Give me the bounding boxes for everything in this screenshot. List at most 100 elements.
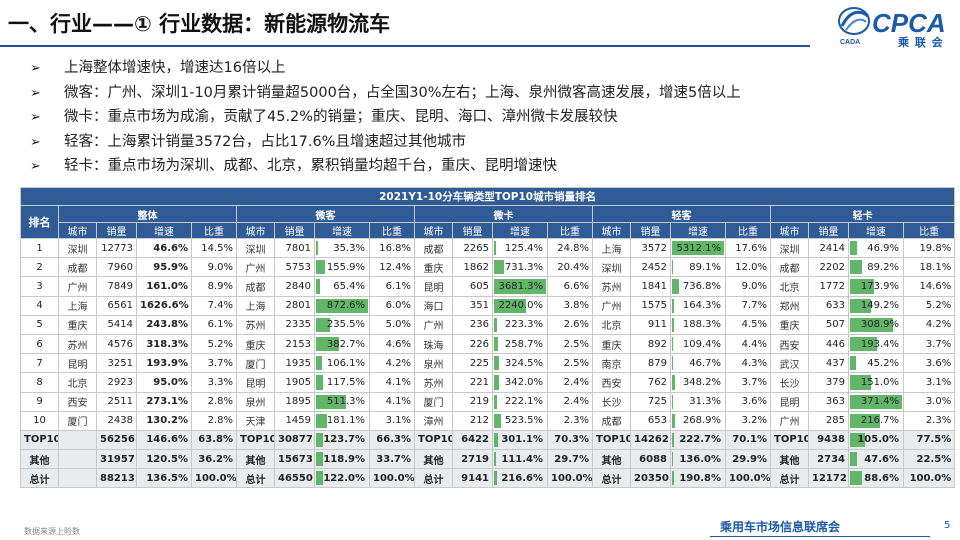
share-cell: 66.3%: [369, 429, 415, 451]
city-cell: TOP10: [236, 429, 275, 451]
share-cell: 29.9%: [725, 449, 771, 470]
city-cell: 上海: [592, 237, 631, 259]
city-cell: 昆明: [236, 372, 275, 393]
group-header: 整体: [58, 205, 237, 223]
column-header: 城市: [770, 222, 809, 239]
share-cell: 2.5%: [547, 353, 593, 374]
city-cell: 北京: [592, 314, 631, 335]
sales-cell: 88213: [96, 468, 137, 489]
growth-bar: [316, 413, 327, 428]
share-cell: 4.1%: [369, 391, 415, 412]
bullet-item: ➢ 微卡：重点市场为成渝，贡献了45.2%的销量；重庆、昆明、海口、漳州微卡发展较…: [30, 105, 741, 130]
group-header: 微卡: [414, 205, 593, 223]
growth-value: 47.6%: [864, 453, 899, 465]
page-number: 5: [944, 520, 951, 531]
share-cell: 100.0%: [725, 468, 771, 489]
column-header: 城市: [236, 222, 275, 239]
arrow-bullet-icon: ➢: [30, 85, 41, 101]
growth-value: 258.7%: [504, 338, 543, 350]
growth-value: 382.7%: [326, 338, 365, 350]
sales-cell: 911: [630, 314, 671, 335]
sales-cell: 363: [808, 391, 849, 412]
growth-cell: 125.4%: [492, 237, 548, 259]
city-cell: TOP10: [414, 429, 453, 451]
share-cell: 70.3%: [547, 429, 593, 451]
sales-cell: 2452: [630, 257, 671, 278]
summary-row: TOP10 56256 146.6% 63.8% TOP10 30877 123.7% 66.…: [20, 429, 956, 451]
bullet-item: ➢ 轻卡：重点市场为深圳、成都、北京，累积销量均超千台，重庆、昆明增速快: [30, 154, 741, 179]
share-cell: 100.0%: [547, 468, 593, 489]
share-cell: 33.7%: [369, 449, 415, 470]
city-cell: 重庆: [236, 333, 275, 355]
growth-cell: 173.9%: [848, 276, 904, 297]
growth-bar: [850, 413, 881, 428]
share-cell: 2.5%: [547, 333, 593, 355]
city-cell: 深圳: [770, 237, 809, 259]
growth-bar: [850, 260, 863, 275]
city-cell: 郑州: [770, 295, 809, 316]
city-cell: 重庆: [592, 333, 631, 355]
growth-bar: [316, 336, 339, 352]
column-header: 销量: [96, 222, 137, 239]
table-row: 5 重庆 5414 243.8% 6.1% 苏州 2335 235.5% 5.0% 广州 236 22…: [20, 314, 956, 335]
city-cell: 重庆: [770, 314, 809, 335]
share-cell: 12.0%: [725, 257, 771, 278]
share-cell: 4.4%: [725, 333, 771, 355]
share-cell: 3.0%: [902, 391, 956, 412]
growth-cell: 164.3%: [670, 295, 726, 316]
share-cell: 6.0%: [369, 295, 415, 316]
growth-value: 216.7%: [860, 415, 899, 427]
sales-cell: 56256: [96, 429, 137, 451]
sales-cell: 653: [630, 410, 671, 431]
sales-cell: 212: [452, 410, 493, 431]
share-cell: 2.6%: [547, 314, 593, 335]
share-cell: 5.0%: [369, 314, 415, 335]
city-cell: 广州: [770, 410, 809, 431]
share-cell: 100.0%: [902, 468, 956, 489]
growth-bar: [316, 260, 326, 275]
growth-cell: 65.4%: [314, 276, 370, 297]
growth-value: 89.1%: [689, 261, 721, 273]
growth-cell: 47.6%: [848, 449, 904, 470]
growth-value: 46.7%: [689, 357, 721, 369]
growth-cell: 89.1%: [670, 257, 726, 278]
logo-subtext: 乘 联 会: [898, 36, 944, 49]
growth-value: 111.4%: [501, 453, 543, 465]
rank-cell: 1: [20, 237, 59, 259]
growth-cell: 155.9%: [314, 257, 370, 278]
growth-cell: 342.0%: [492, 372, 548, 393]
city-cell: 其他: [770, 449, 809, 470]
growth-bar: [494, 298, 526, 313]
growth-value: 45.2%: [867, 357, 899, 369]
sales-cell: 221: [452, 372, 493, 393]
sales-cell: 2202: [808, 257, 849, 278]
table-row: 7 昆明 3251 193.9% 3.7% 厦门 1935 106.1% 4.2% 泉州 225 32…: [20, 353, 956, 374]
sales-cell: 1895: [274, 391, 315, 412]
growth-bar: [672, 413, 675, 428]
column-header: 销量: [452, 222, 493, 239]
growth-cell: 146.6%: [136, 429, 192, 451]
city-cell: 北京: [58, 372, 97, 393]
city-cell: TOP10: [770, 429, 809, 451]
city-cell: 长沙: [592, 391, 631, 412]
growth-cell: 235.5%: [314, 314, 370, 335]
growth-cell: 258.7%: [492, 333, 548, 355]
growth-cell: 106.1%: [314, 353, 370, 374]
share-cell: 17.6%: [725, 237, 771, 259]
bullet-list: ➢ 上海整体增速快，增速达16倍以上 ➢ 微客：广州、深圳1-10月累计销量超500…: [30, 56, 741, 179]
growth-value: 151.0%: [860, 376, 899, 388]
growth-value: 2240.0%: [498, 300, 544, 312]
city-cell: 昆明: [770, 391, 809, 412]
growth-bar: [494, 317, 498, 332]
growth-value: 125.4%: [504, 242, 543, 254]
growth-value: 511.3%: [326, 396, 365, 408]
city-cell: 深圳: [592, 257, 631, 278]
growth-value: 65.4%: [333, 280, 365, 292]
city-cell: 上海: [58, 295, 97, 316]
rank-cell: 其他: [20, 449, 59, 470]
growth-bar: [672, 279, 680, 294]
sales-cell: 1575: [630, 295, 671, 316]
rank-cell: 5: [20, 314, 59, 335]
column-header: 城市: [414, 222, 453, 239]
sales-cell: 7849: [96, 276, 137, 297]
